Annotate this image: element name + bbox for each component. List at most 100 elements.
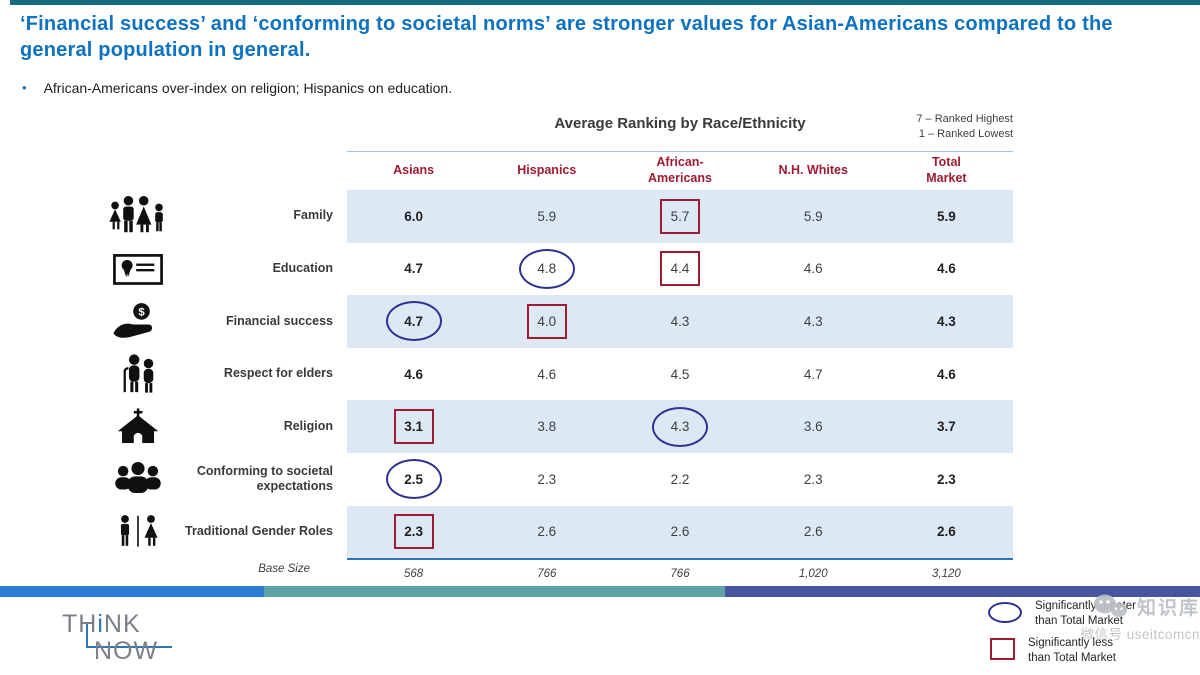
table-cell-value: 4.6 [803, 261, 823, 277]
significance-circle-icon [988, 602, 1022, 623]
scale-note: 7 – Ranked Highest 1 – Ranked Lowest [853, 112, 1013, 143]
base-size-value: 568 [404, 567, 424, 580]
row-label-item: Respect for elders [100, 348, 333, 401]
table-row-education: 4.7 4.8 4.4 4.6 4.6 [347, 243, 1013, 296]
table-cell-value: 2.2 [670, 471, 690, 487]
row-label-item: Religion [100, 400, 333, 453]
church-icon [100, 406, 176, 448]
table-cell-value: 2.5 [385, 459, 442, 500]
watermark-brand: 知识库 [1136, 597, 1200, 619]
table-cell-value: 2.6 [937, 524, 956, 540]
row-label: Respect for elders [223, 366, 333, 381]
base-size-row: 568 766 766 1,020 3,120 [347, 558, 1013, 587]
table-row-family: 6.0 5.9 5.7 5.9 5.9 [347, 190, 1013, 243]
watermark-line2: 微信号 useitcomcn [1080, 627, 1200, 642]
table-cell-value: 5.9 [537, 208, 557, 224]
scale-note-line2: 1 – Ranked Lowest [918, 128, 1013, 141]
elders-icon [100, 353, 176, 395]
row-labels-column: Family Education $ Financial success [100, 190, 333, 558]
table-header-row: Asians Hispanics African- Americans N.H.… [347, 151, 1013, 191]
row-label-item: Conforming to societal expectations [100, 453, 333, 506]
column-header-african-americans: African- Americans [648, 155, 712, 185]
bullet-text: African-Americans over-index on religion… [43, 80, 453, 96]
hand-coin-icon: $ [100, 300, 176, 342]
logo-underline [86, 624, 172, 648]
table-cell-value: 3.1 [393, 409, 434, 445]
bullet-icon: • [22, 80, 27, 95]
row-label: Conforming to societal expectations [196, 463, 333, 494]
table-cell-value: 5.7 [660, 198, 700, 234]
table-row-religion: 3.1 3.8 4.3 3.6 3.7 [347, 400, 1013, 453]
logo-line1: THiNK [62, 610, 141, 638]
table-cell-value: 4.3 [803, 313, 823, 329]
watermark: 知识库 微信号 useitcomcn [1058, 592, 1200, 643]
logo-line2: NOW [94, 637, 159, 665]
legend-label: Significantly less [1028, 636, 1114, 649]
table-cell-value: 2.6 [803, 524, 823, 540]
table-cell-value: 2.6 [670, 524, 690, 540]
significance-box-icon [990, 637, 1015, 660]
wechat-icon [1093, 594, 1127, 617]
scale-note-line1: 7 – Ranked Highest [916, 113, 1013, 125]
gender-roles-icon [100, 511, 176, 553]
footer-bar-teal-segment [264, 586, 725, 597]
people-group-icon [100, 458, 176, 500]
base-size-value: 766 [537, 567, 557, 580]
table-cell-value: 6.0 [404, 208, 423, 224]
table-cell-value: 4.6 [937, 366, 956, 382]
column-header-hispanics: Hispanics [517, 163, 577, 178]
row-label-item: Family [100, 190, 333, 243]
slide-title: ‘Financial success’ and ‘conforming to s… [20, 13, 1113, 62]
table-body: 6.0 5.9 5.7 5.9 5.9 4.7 4.8 4.4 4.6 4.6 … [347, 190, 1013, 559]
table-cell-value: 2.3 [803, 471, 823, 487]
table-cell-value: 4.3 [937, 313, 956, 329]
table-cell-value: 4.5 [670, 366, 690, 382]
family-icon [100, 195, 176, 237]
table-cell-value: 4.6 [937, 261, 956, 277]
table-cell-value: 2.3 [937, 471, 956, 487]
table-cell-value: 4.8 [518, 248, 575, 289]
table-title: Average Ranking by Race/Ethnicity [554, 115, 806, 132]
thinknow-logo: THiNK NOW [62, 612, 192, 667]
row-label: Education [272, 261, 333, 276]
table-cell-value: 4.7 [385, 301, 442, 342]
table-row-respect-for-elders: 4.6 4.6 4.5 4.7 4.6 [347, 348, 1013, 401]
table-cell-value: 2.3 [537, 471, 557, 487]
table-cell-value: 4.4 [660, 251, 700, 287]
base-size-value: 1,020 [798, 567, 828, 580]
legend-item-less: Significantly less than Total Market [988, 636, 1136, 666]
column-header-total-market: Total Market [926, 155, 967, 185]
diploma-icon [100, 249, 176, 289]
table-cell-value: 4.6 [404, 366, 423, 382]
table-row-traditional-gender-roles: 2.3 2.6 2.6 2.6 2.6 [347, 505, 1013, 559]
column-header-asians: Asians [393, 163, 435, 178]
table-cell-value: 4.3 [670, 313, 690, 329]
footer-bar-slate-segment [725, 586, 1200, 597]
table-cell-value: 5.9 [803, 208, 823, 224]
row-label-item: $ Financial success [100, 295, 333, 348]
table-row-financial-success: 4.7 4.0 4.3 4.3 4.3 [347, 295, 1013, 348]
table-cell-value: 2.3 [393, 514, 434, 550]
table-row-conforming: 2.5 2.3 2.2 2.3 2.3 [347, 453, 1013, 506]
top-accent-bar [10, 0, 1200, 5]
row-label-item: Education [100, 243, 333, 296]
base-size-label: Base Size [258, 563, 310, 575]
table-cell-value: 4.7 [803, 366, 823, 382]
table-cell-value: 4.3 [652, 406, 708, 447]
table-cell-value: 2.6 [537, 524, 557, 540]
legend-label: than Total Market [1035, 614, 1124, 627]
footer-bar-blue-segment [0, 586, 264, 597]
table-cell-value: 4.0 [526, 303, 567, 339]
base-size-value: 3,120 [932, 567, 961, 580]
row-label: Financial success [225, 313, 333, 328]
row-label: Traditional Gender Roles [185, 524, 333, 539]
table-cell-value: 5.9 [937, 208, 956, 224]
table-cell-value: 4.7 [404, 261, 423, 277]
row-label: Family [293, 208, 333, 223]
row-label-item: Traditional Gender Roles [100, 506, 333, 559]
column-header-nh-whites: N.H. Whites [778, 163, 848, 178]
svg-text:$: $ [138, 307, 145, 319]
table-cell-value: 3.8 [537, 419, 557, 435]
base-size-value: 766 [670, 567, 690, 580]
table-cell-value: 4.6 [537, 366, 557, 382]
